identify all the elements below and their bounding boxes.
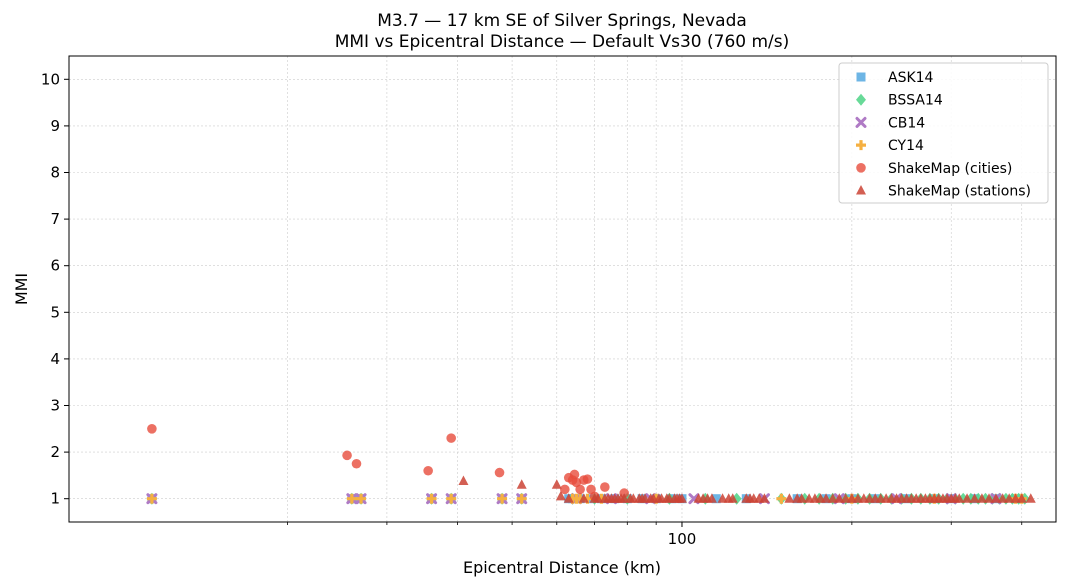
- cy14-point: [356, 493, 367, 504]
- shakemap-cities-point: [582, 474, 593, 484]
- y-tick-label: 2: [50, 443, 60, 461]
- x-tick-label: 100: [668, 530, 697, 548]
- shakemap-stations-point: [676, 493, 687, 503]
- shakemap-stations-point: [821, 493, 832, 503]
- shakemap-stations-point: [578, 493, 589, 503]
- shakemap-stations-point: [1004, 493, 1015, 503]
- shakemap-cities-point: [569, 469, 580, 480]
- shakemap-stations-point: [563, 493, 574, 503]
- plot-area: [68, 55, 1057, 523]
- shakemap-stations-point: [593, 493, 604, 503]
- shakemap-cities-point: [494, 467, 505, 478]
- shakemap-stations-point: [969, 493, 980, 503]
- cy14-point: [426, 493, 437, 504]
- y-tick-label: 9: [50, 117, 60, 135]
- shakemap-cities-point: [351, 458, 362, 469]
- shakemap-cities-point: [147, 424, 157, 434]
- y-tick-label: 10: [41, 70, 60, 88]
- legend-marker: [856, 140, 866, 151]
- legend-label: CB14: [888, 115, 925, 131]
- y-axis-label: MMI: [12, 273, 31, 305]
- shakemap-stations-point: [458, 475, 469, 485]
- legend-marker: [856, 93, 866, 106]
- shakemap-stations-point: [706, 493, 717, 503]
- legend-entry-shakemap-cities: ShakeMap (cities): [856, 161, 1012, 177]
- y-tick-label: 4: [50, 350, 60, 368]
- y-tick-label: 7: [50, 210, 60, 228]
- data-points: [146, 424, 1036, 505]
- shakemap-stations-point: [551, 479, 562, 489]
- y-tick-label: 5: [50, 303, 60, 321]
- y-tick-label: 3: [50, 397, 60, 415]
- shakemap-stations-point: [784, 493, 795, 503]
- shakemap-stations-point: [962, 493, 973, 503]
- shakemap-cities-point: [423, 465, 433, 476]
- legend-entry-cy14: CY14: [856, 138, 924, 154]
- shakemap-stations-point: [834, 493, 845, 503]
- cy14-point: [146, 493, 157, 504]
- chart-title: M3.7 — 17 km SE of Silver Springs, Nevad…: [377, 11, 747, 31]
- shakemap-stations-point: [954, 493, 965, 503]
- chart-subtitle: MMI vs Epicentral Distance — Default Vs3…: [335, 32, 790, 52]
- cy14-point: [446, 493, 457, 504]
- shakemap-stations-point: [997, 493, 1008, 503]
- legend: ASK14 BSSA14 CB14 CY14 ShakeMap (cities) Shak…: [838, 62, 1049, 204]
- shakemap-cities-point: [560, 484, 570, 495]
- cy14-point: [497, 493, 508, 504]
- shakemap-stations-point: [990, 493, 1001, 503]
- shakemap-stations-point: [555, 490, 566, 501]
- cy14-point: [516, 493, 527, 504]
- legend-entry-ask14: ASK14: [856, 70, 934, 86]
- shakemap-stations-point: [1016, 493, 1027, 503]
- legend-entry-shakemap-stations: ShakeMap (stations): [856, 184, 1031, 200]
- cy14-point: [346, 493, 357, 504]
- legend-marker: [856, 163, 866, 173]
- legend-label: BSSA14: [888, 93, 943, 109]
- series-shakemap-stations: [458, 475, 1036, 503]
- legend-label: ShakeMap (stations): [888, 184, 1031, 200]
- legend-label: ASK14: [888, 70, 934, 86]
- legend-marker: [856, 72, 866, 82]
- shakemap-cities-point: [600, 482, 610, 492]
- y-tick-label: 6: [50, 257, 60, 275]
- shakemap-stations-point: [796, 493, 807, 503]
- shakemap-cities-point: [446, 433, 457, 443]
- y-tick-label: 8: [50, 164, 60, 182]
- grid: [69, 56, 1056, 522]
- legend-marker: [855, 116, 867, 128]
- shakemap-stations-point: [759, 493, 770, 503]
- legend-label: CY14: [888, 138, 924, 154]
- shakemap-stations-point: [727, 493, 738, 503]
- shakemap-stations-point: [1025, 493, 1036, 503]
- y-tick-label: 1: [50, 490, 60, 508]
- shakemap-stations-point: [827, 493, 838, 503]
- cy14-point: [776, 493, 787, 504]
- shakemap-stations-point: [976, 493, 987, 503]
- legend-box: [838, 62, 1049, 204]
- legend-marker: [856, 185, 866, 195]
- shakemap-stations-point: [984, 493, 995, 503]
- ask14-point: [711, 494, 721, 504]
- shakemap-cities-point: [342, 450, 352, 461]
- axis-ticks: 1 2 3 4 5 6 7 8 9 10 100: [41, 70, 1023, 548]
- legend-label: ShakeMap (cities): [888, 161, 1012, 177]
- legend-entry-cb14: CB14: [855, 115, 925, 131]
- shakemap-cities-point: [575, 484, 585, 495]
- legend-entry-bssa14: BSSA14: [856, 93, 943, 109]
- shakemap-stations-point: [516, 479, 527, 489]
- x-axis-label: Epicentral Distance (km): [463, 558, 661, 577]
